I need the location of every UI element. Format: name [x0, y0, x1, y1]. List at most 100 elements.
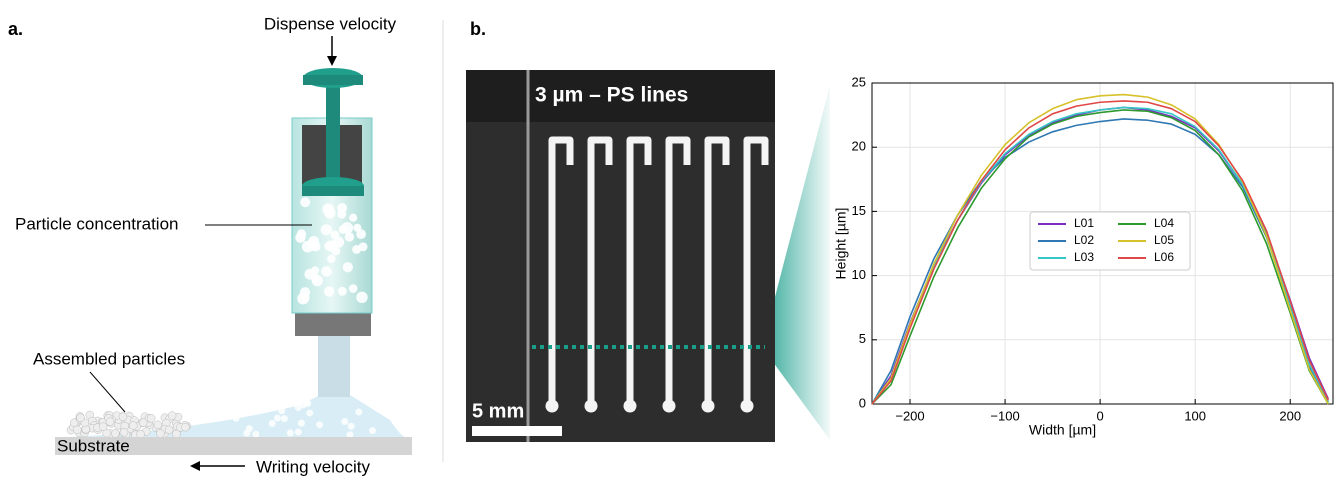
- particle: [311, 274, 324, 287]
- y-tick-label: 25: [852, 74, 866, 89]
- plunger-rod: [326, 85, 340, 185]
- arrow-head: [190, 461, 200, 471]
- particle: [286, 429, 294, 437]
- printed-line: [587, 136, 613, 405]
- particle: [73, 425, 82, 435]
- particle: [356, 291, 368, 304]
- particle: [146, 414, 156, 423]
- photo-background: [466, 70, 775, 442]
- plot-frame: [871, 82, 1334, 405]
- particle: [278, 407, 286, 415]
- particle: [341, 222, 354, 234]
- particle: [324, 241, 334, 251]
- particle: [346, 431, 354, 439]
- printed-line: [626, 136, 652, 405]
- printed-line-end: [623, 399, 637, 413]
- particle: [214, 408, 222, 416]
- legend-label: L01: [1074, 216, 1094, 230]
- printed-line: [548, 136, 574, 405]
- printed-line-end: [740, 399, 754, 413]
- x-tick-label: −200: [895, 408, 924, 423]
- particle: [164, 425, 174, 435]
- photo-header: [466, 70, 775, 122]
- particle: [156, 429, 165, 438]
- x-tick-label: 200: [1279, 408, 1301, 423]
- y-tick-label: 5: [859, 331, 866, 346]
- particle: [356, 229, 367, 239]
- particle: [304, 268, 316, 280]
- nozzle: [318, 335, 350, 397]
- particle: [119, 428, 129, 437]
- particle: [353, 223, 362, 232]
- x-tick-label: −100: [990, 408, 1019, 423]
- particle: [197, 405, 205, 413]
- particle: [76, 413, 85, 423]
- printed-line: [665, 136, 691, 405]
- schematic: a. Dispense velocity Substrate Particle …: [8, 14, 412, 476]
- particle: [369, 427, 377, 435]
- y-tick-label: 15: [852, 203, 866, 218]
- printed-line-end: [662, 399, 676, 413]
- x-axis-label: Width [µm]: [1029, 422, 1096, 438]
- particle: [300, 197, 311, 208]
- particle: [181, 422, 190, 432]
- nozzle-ring: [295, 310, 371, 336]
- plunger-cap-side: [303, 75, 363, 85]
- particle: [280, 415, 288, 423]
- data-line: [871, 93, 1329, 405]
- particle: [341, 417, 349, 425]
- legend-label: L02: [1074, 233, 1094, 247]
- legend-label: L03: [1074, 250, 1094, 264]
- particle: [352, 244, 362, 254]
- scale-bar: [472, 426, 562, 436]
- chart: −200 −100 0 100 200 0 5 10 15 20 25 Width [µm] Heigh…: [833, 74, 1334, 438]
- particle: [205, 410, 213, 418]
- annotation: Substrate: [57, 436, 130, 455]
- particle: [349, 213, 358, 222]
- y-tick-label: 0: [859, 395, 866, 410]
- particle: [105, 417, 115, 426]
- particle: [268, 419, 276, 427]
- printed-line: [704, 136, 730, 405]
- particle: [342, 262, 353, 273]
- particle: [273, 414, 281, 422]
- particle: [316, 421, 324, 429]
- particle: [232, 414, 240, 422]
- arrow-head: [327, 56, 337, 66]
- particle: [337, 209, 347, 219]
- legend-label: L06: [1154, 250, 1174, 264]
- particle: [118, 412, 128, 421]
- printed-line: [743, 136, 769, 405]
- substrate: [55, 437, 412, 455]
- photo: b. 3 µm – PS lines 5 mm: [466, 19, 830, 442]
- plunger-disc-side: [302, 186, 364, 196]
- x-tick-label: 100: [1184, 408, 1206, 423]
- particle: [202, 401, 210, 409]
- annotation: Writing velocity: [256, 457, 370, 476]
- particle: [330, 230, 340, 239]
- particle: [273, 396, 281, 404]
- zoom-fan: [762, 85, 830, 440]
- data-line: [871, 100, 1329, 405]
- particle: [306, 409, 314, 417]
- particle: [274, 401, 282, 409]
- particle: [252, 430, 260, 438]
- scale-bar-label: 5 mm: [472, 400, 524, 422]
- particle: [321, 266, 332, 277]
- particle: [308, 235, 320, 247]
- legend-label: L05: [1154, 233, 1174, 247]
- printed-lines: [545, 136, 769, 413]
- particle: [344, 232, 355, 242]
- particle: [300, 292, 310, 302]
- particle: [245, 425, 253, 433]
- particle: [297, 419, 305, 427]
- panel-label: b.: [470, 19, 486, 39]
- particle: [189, 405, 197, 413]
- particle: [355, 408, 363, 416]
- photo-title: 3 µm – PS lines: [535, 84, 688, 107]
- annotation: Particle concentration: [15, 214, 178, 233]
- particle: [218, 396, 226, 404]
- particle: [233, 405, 241, 413]
- particle: [98, 422, 108, 431]
